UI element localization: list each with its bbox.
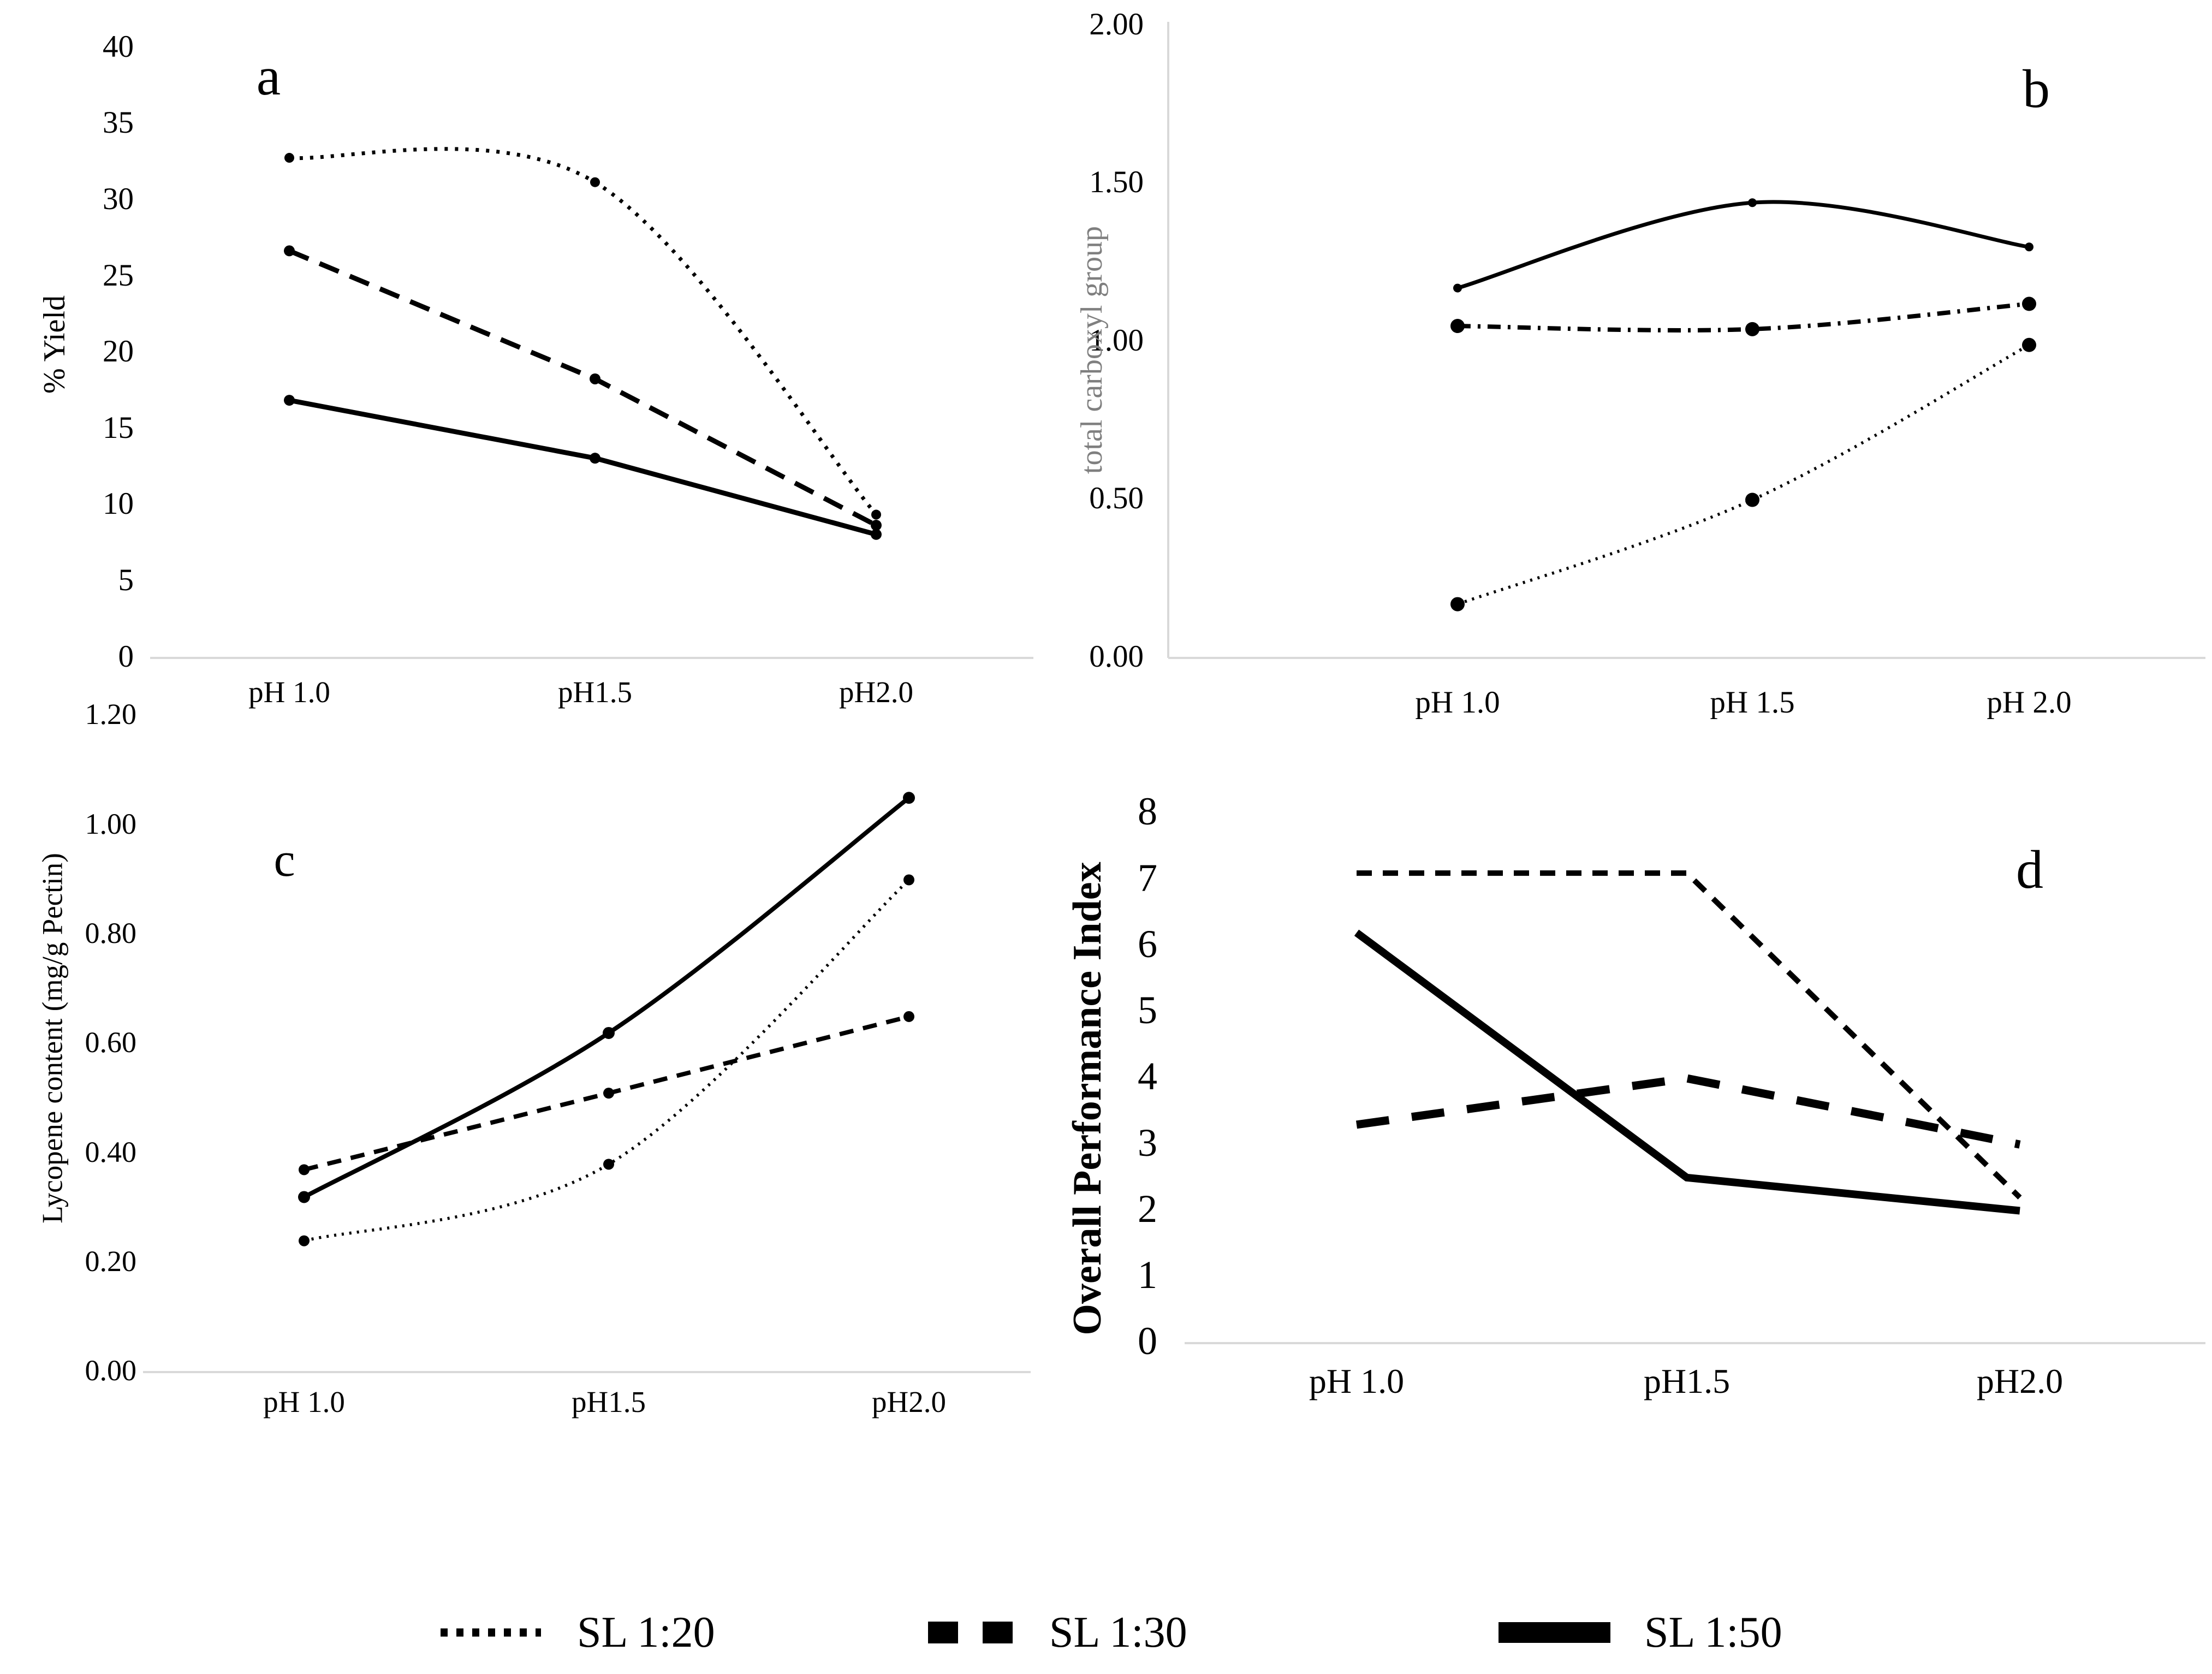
- panel-a-series-sl-1-20-line: [289, 147, 878, 516]
- legend-label: SL 1:30: [1049, 1608, 1187, 1657]
- panel-c-series-sl-1-50-line: [303, 796, 911, 1199]
- panel-b-series-sl-1-50-point-0: [1453, 283, 1462, 293]
- panel-b-series-sl-1-20-line: [1457, 343, 2030, 606]
- panel-d-series-sl-1-20-line: [1357, 870, 2022, 1200]
- panel-b-series-sl-1-50-point-2: [2025, 242, 2033, 252]
- dotted-line-swatch: [441, 1628, 541, 1637]
- panel-b-series-sl-1-50-point-1: [1748, 198, 1757, 207]
- panel-c-series-sl-1-30-point-1: [603, 1088, 614, 1099]
- panel-b-series-sl-1-30-point-1: [1745, 322, 1759, 336]
- panel-b-series-sl-1-20-point-2: [2022, 337, 2036, 352]
- panel-a-series-sl-1-30-point-1: [590, 373, 600, 384]
- panel-a-series-sl-1-20-point-2: [871, 509, 881, 520]
- panel-d-series-sl-1-50-line: [1354, 929, 2020, 1215]
- panel-b-series-sl-1-30-point-0: [1450, 319, 1465, 334]
- panel-c-series-sl-1-50-point-2: [903, 792, 915, 804]
- legend-label: SL 1:20: [577, 1608, 715, 1657]
- dashed-line-swatch: [928, 1622, 1013, 1643]
- panel-b-series-sl-1-30-line: [1457, 301, 2030, 333]
- panel-c-series-sl-1-20-point-0: [299, 1235, 310, 1246]
- panel-b-series-sl-1-20-point-1: [1745, 492, 1759, 507]
- panel-b-series-sl-1-20-point-0: [1450, 597, 1465, 612]
- panel-c-series-sl-1-20-point-1: [603, 1159, 614, 1170]
- panel-a-series-sl-1-30-line: [288, 248, 878, 528]
- panel-a-series-sl-1-50-point-2: [871, 529, 882, 540]
- legend-item-sl-1-30: SL 1:30: [928, 1597, 1187, 1668]
- legend-item-sl-1-50: SL 1:50: [1499, 1597, 1782, 1668]
- panel-c-series-sl-1-20-line: [304, 878, 910, 1243]
- panel-a-series-sl-1-50-point-1: [590, 453, 600, 464]
- panel-c-series-sl-1-30-point-2: [903, 1011, 914, 1022]
- panel-c-series-sl-1-50-point-0: [298, 1191, 310, 1203]
- legend-label: SL 1:50: [1644, 1608, 1782, 1657]
- solid-line-swatch: [1499, 1622, 1610, 1643]
- panel-c-series-sl-1-20-point-2: [903, 874, 914, 886]
- panel-c-series-sl-1-50-point-1: [603, 1026, 615, 1039]
- panel-b-series-sl-1-30-point-2: [2022, 296, 2036, 311]
- panel-a-series-sl-1-30-point-0: [284, 245, 295, 257]
- panel-c-series-sl-1-30-point-0: [299, 1164, 310, 1176]
- legend-item-sl-1-20: SL 1:20: [439, 1597, 715, 1668]
- panel-a-series-sl-1-50-point-0: [284, 395, 295, 406]
- panel-a-series-sl-1-20-point-1: [590, 177, 600, 187]
- panel-a-series-sl-1-50-line: [289, 397, 877, 537]
- panel-a-series-sl-1-30-point-2: [871, 520, 882, 531]
- panel-a-series-sl-1-20-point-0: [284, 153, 294, 163]
- panel-b-series-sl-1-50-line: [1457, 200, 2030, 290]
- panel-d-series-sl-1-30-line: [1355, 1074, 2021, 1149]
